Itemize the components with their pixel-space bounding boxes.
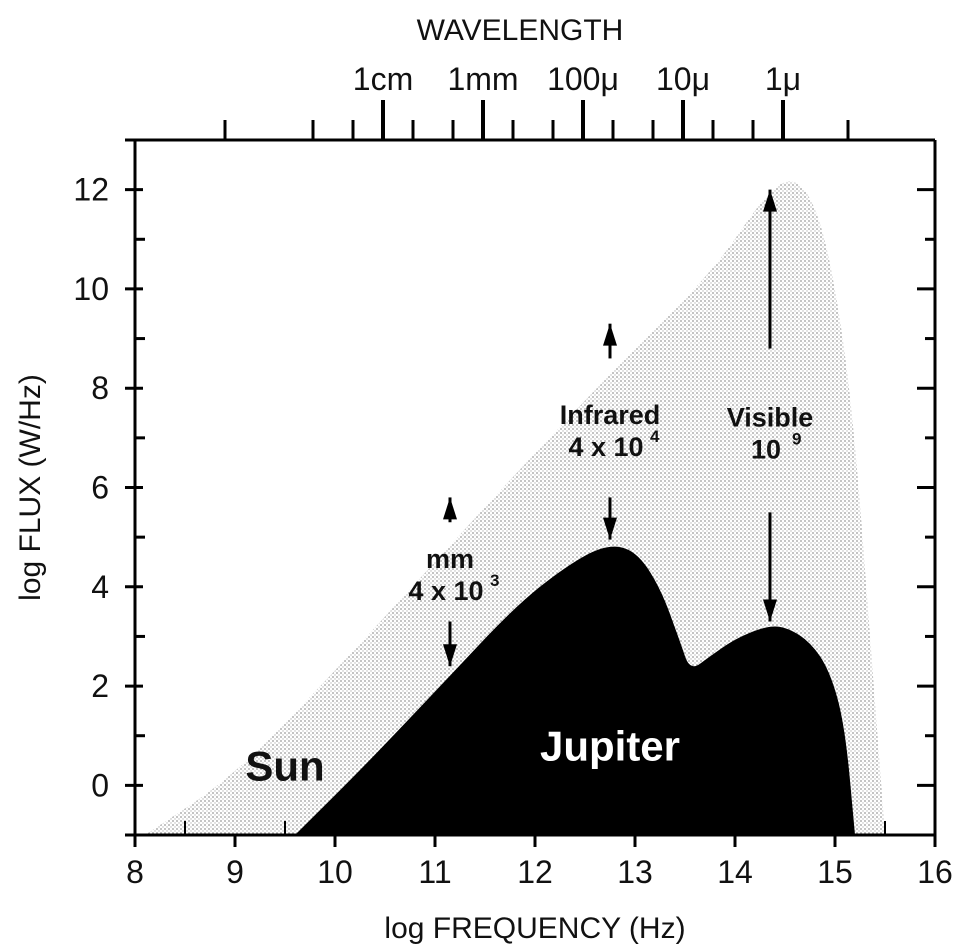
annotation-down-arrow-2-head [763, 599, 777, 622]
annotation-layer [443, 189, 777, 667]
annotation-ratio-exponent: 9 [792, 429, 801, 448]
x-tick-label: 16 [917, 854, 953, 890]
wavelength-tick-label: 1cm [353, 61, 413, 97]
annotation-band-label: Visible [727, 402, 814, 432]
y-tick-label: 2 [91, 668, 109, 704]
x-tick-label: 12 [517, 854, 553, 890]
annotation-down-arrow-0-head [443, 644, 457, 667]
annotation-ratio-exponent: 3 [490, 571, 499, 590]
annotation-up-arrow-1-head [603, 323, 617, 346]
x-tick-label: 11 [418, 854, 451, 890]
x-tick-label: 14 [717, 854, 753, 890]
label-layer: 8 9 10 11 12 13 14 15 16 0 2 4 6 8 10 12 1cm 1mm 100μ 10μ 1μ… [14, 14, 953, 945]
annotation-up-arrow-2-head [763, 189, 777, 212]
x-tick-label: 9 [226, 854, 244, 890]
series-label-jupiter: Jupiter [540, 723, 680, 770]
annotation-band-label: Infrared [560, 400, 661, 430]
y-tick-label: 0 [91, 767, 109, 803]
x-tick-label: 8 [126, 854, 144, 890]
annotation-ratio-label: 4 x 10 [408, 576, 483, 606]
y-axis-title: log FLUX (W/Hz) [14, 374, 47, 601]
plot-frame [125, 138, 937, 845]
y-tick-label: 6 [91, 470, 109, 506]
y-tick-label: 12 [73, 172, 109, 208]
annotation-band-label: mm [426, 544, 474, 574]
series-label-sun: Sun [245, 742, 324, 789]
wavelength-tick-label: 10μ [656, 61, 710, 97]
wavelength-tick-label: 100μ [547, 61, 619, 97]
area-layer [145, 181, 885, 836]
x-tick-label: 13 [617, 854, 653, 890]
annotation-up-arrow-0-head [443, 497, 457, 520]
annotation-down-arrow-1-head [603, 517, 617, 540]
wavelength-tick-label: 1mm [447, 61, 518, 97]
tick-layer [125, 100, 937, 847]
wavelength-tick-label: 1μ [765, 61, 801, 97]
x-tick-label: 10 [317, 854, 353, 890]
y-tick-label: 8 [91, 370, 109, 406]
series-area-jupiter [295, 546, 855, 835]
y-tick-label: 10 [73, 271, 109, 307]
annotation-ratio-label: 10 [751, 434, 781, 464]
top-axis-title: WAVELENGTH [417, 14, 624, 47]
annotation-ratio-label: 4 x 10 [568, 432, 643, 462]
y-tick-label: 4 [91, 569, 109, 605]
x-axis-title: log FREQUENCY (Hz) [384, 912, 685, 945]
annotation-ratio-exponent: 4 [650, 427, 660, 446]
x-tick-label: 15 [817, 854, 853, 890]
